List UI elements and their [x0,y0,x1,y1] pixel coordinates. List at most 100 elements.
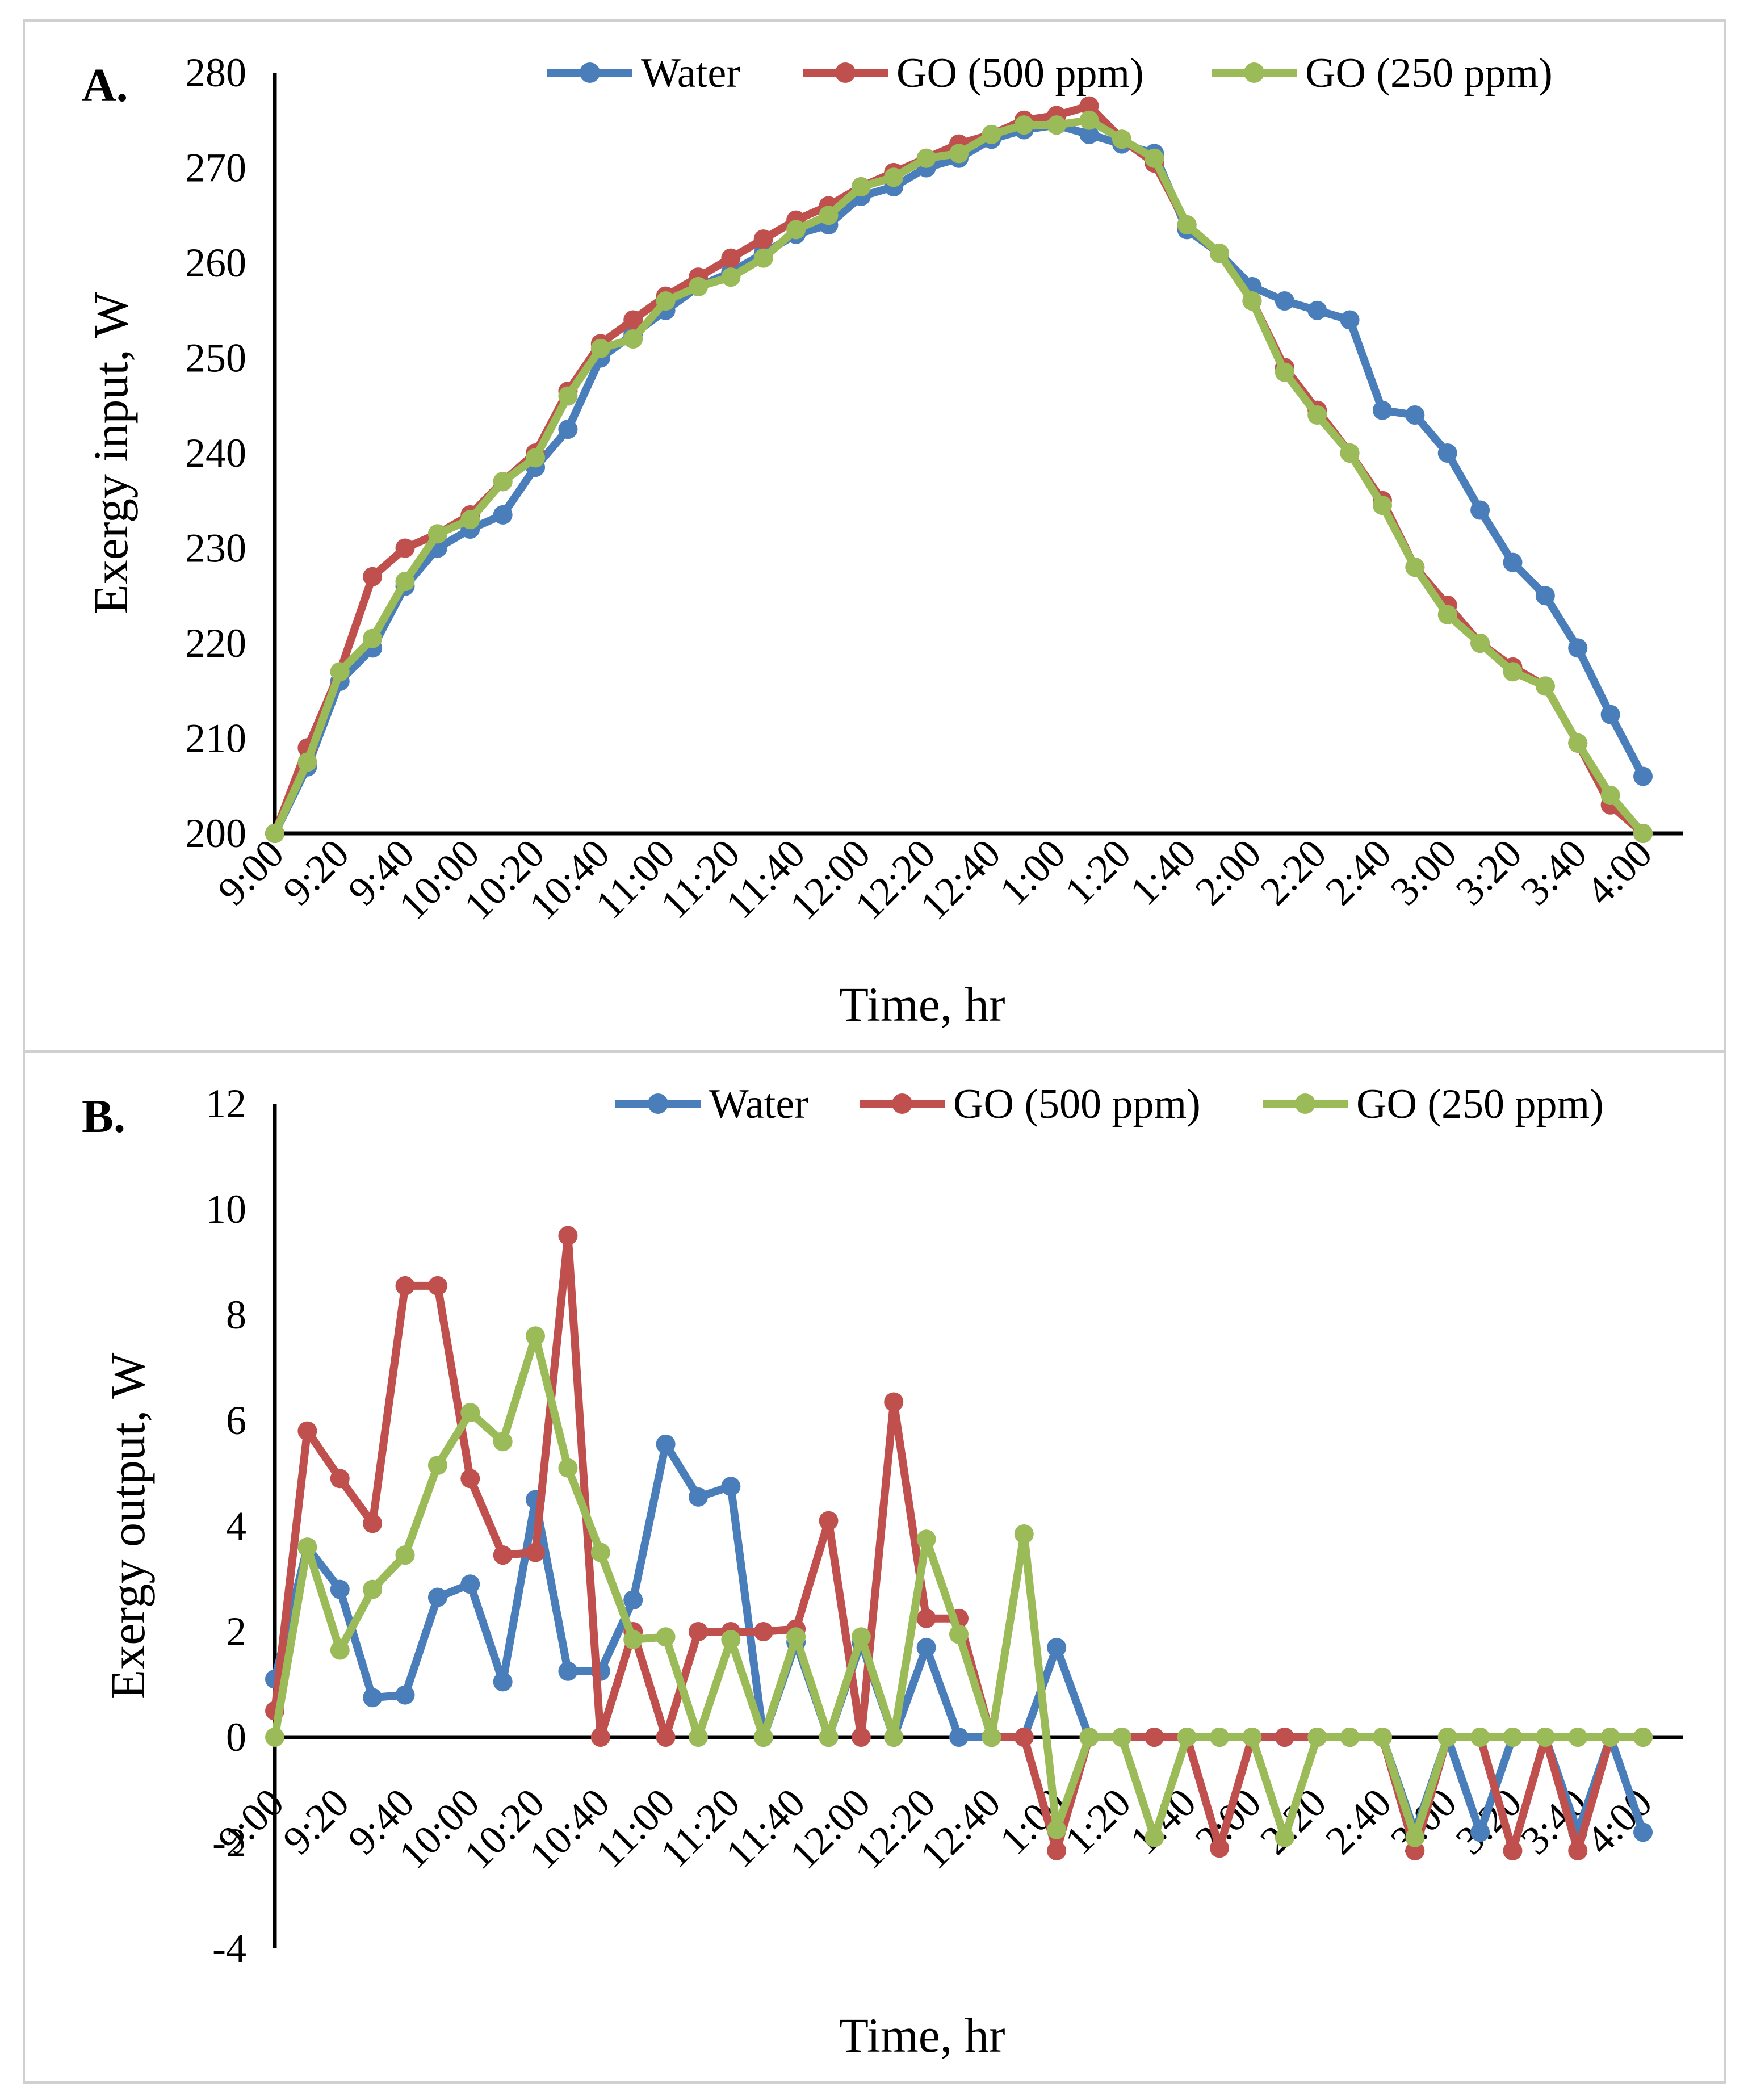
data-point [1503,552,1523,572]
data-point [688,1487,708,1507]
x-axis-title: Time, hr [839,977,1005,1032]
data-point [851,177,871,196]
data-point [526,1326,546,1346]
legend-label: GO (500 ppm) [896,50,1144,97]
data-point [1405,558,1425,577]
data-point [395,538,415,558]
x-tick-label: 9:20 [274,831,358,914]
data-point [1047,1841,1067,1860]
y-tick-label: -4 [212,1926,246,1971]
y-tick-label: 10 [206,1187,246,1232]
data-point [1112,129,1131,149]
data-point [427,524,447,544]
y-tick-label: 280 [185,50,246,95]
legend-marker [1244,62,1264,83]
data-point [688,1622,708,1641]
data-point [1503,1841,1523,1860]
data-point [1177,215,1197,234]
data-point [1600,705,1620,724]
data-point [493,505,513,525]
x-tick-label: 3:40 [1512,831,1595,914]
y-tick-label: 250 [185,336,246,381]
data-point [688,276,708,296]
data-point [623,329,643,349]
data-point [330,662,350,682]
data-point [1372,400,1392,420]
panel-b: B. -4 -2 0 2 4 6 8 10 12 9:00 9:20 9:40 10:00 10:20 10:… [23,1050,1726,2084]
data-point [493,472,513,492]
data-point [1503,662,1523,682]
data-point [1275,362,1294,382]
data-point [786,1627,806,1647]
y-tick-label: 2 [226,1609,246,1654]
data-point [395,1276,415,1296]
data-point [1568,1728,1588,1747]
data-point [721,1477,741,1497]
data-point [1535,676,1555,696]
legend-marker [648,1093,668,1114]
data-point [363,1688,383,1708]
data-point [721,1629,741,1649]
panel-a: A. 200 210 220 230 240 250 260 270 280 9:00 9:20 9:4… [23,19,1726,1053]
data-point [1633,1728,1653,1747]
data-point [363,567,383,586]
data-point [590,1542,610,1562]
data-point [819,206,839,225]
x-tick-label: 9:20 [274,1780,358,1863]
data-point [1275,1827,1294,1847]
data-point [1014,1728,1034,1747]
panel-label: A. [82,59,128,112]
data-point [1437,443,1457,463]
data-point [1503,1728,1523,1747]
data-point [982,1728,1001,1747]
series-line-go250 [271,116,1646,836]
x-tick-label: 2:20 [1251,831,1335,914]
data-point [297,1421,317,1441]
data-point [884,167,904,187]
data-point [1047,1637,1067,1657]
data-point [363,1579,383,1599]
data-point [558,1226,578,1246]
data-point [460,1403,480,1423]
data-point [1535,586,1555,606]
data-point [656,1728,676,1747]
data-point [1047,115,1067,135]
data-point [330,1640,350,1660]
y-tick-label: 4 [226,1503,246,1549]
y-tick-label: 200 [185,811,246,856]
data-point [1633,766,1653,786]
chart-exergy-input: A.2002102202302402502602702809:009:209:4… [82,50,1683,1032]
data-point [1145,1827,1164,1847]
data-point [1568,638,1588,658]
x-tick-label: 2:40 [1317,1780,1400,1863]
legend-marker [1295,1093,1315,1114]
data-point [590,1728,610,1747]
data-point [1600,1728,1620,1747]
legend-marker [835,62,856,83]
data-point [1275,291,1294,311]
data-point [363,628,383,648]
legend-label: GO (250 ppm) [1305,50,1553,97]
data-point [1470,1728,1490,1747]
y-tick-label: 260 [185,240,246,286]
x-tick-label: 1:20 [1056,831,1139,914]
y-tick-label: 230 [185,526,246,571]
y-tick-label: 12 [206,1081,246,1126]
data-point [721,248,741,268]
data-point [1145,148,1164,168]
data-point [1210,1838,1230,1858]
data-point [493,1545,513,1565]
panel-label: B. [82,1090,125,1143]
x-tick-label: 3:20 [1447,831,1531,914]
data-point [1014,115,1034,135]
series-line-water [271,121,1647,836]
data-point [753,1622,773,1641]
data-point [851,1728,871,1747]
data-point [395,572,415,592]
y-tick-label: 240 [185,430,246,476]
data-point [851,1627,871,1647]
data-point [916,1608,936,1628]
data-point [395,1685,415,1705]
data-point [493,1432,513,1452]
data-point [1079,124,1099,144]
